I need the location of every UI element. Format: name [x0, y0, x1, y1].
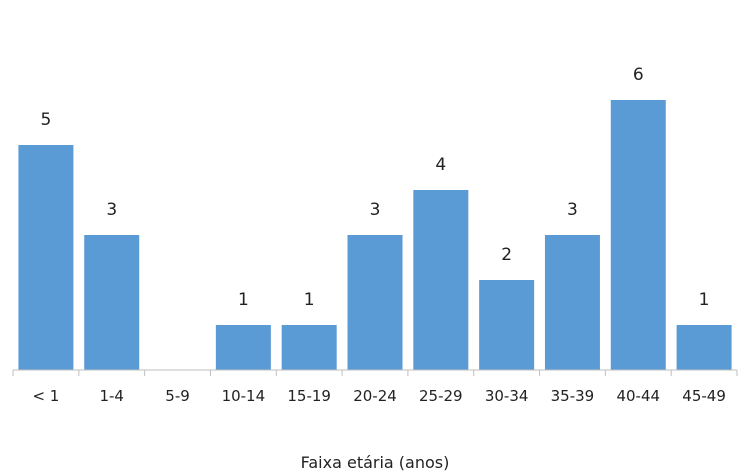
x-tick-label-2: 5-9: [165, 387, 190, 405]
data-label-4: 1: [304, 290, 315, 310]
bar-5: [347, 235, 403, 370]
data-label-3: 1: [238, 290, 249, 310]
bar-4: [281, 325, 337, 370]
bar-7: [479, 280, 535, 370]
data-label-0: 5: [40, 110, 51, 130]
data-labels-group: 5 3 1 1 3 4 2 3 6 1: [40, 65, 709, 310]
data-label-10: 1: [699, 290, 710, 310]
x-axis-ticks: [12, 370, 738, 376]
x-tick-label-3: 10-14: [222, 387, 266, 405]
data-label-7: 2: [501, 245, 512, 265]
data-label-9: 6: [633, 65, 644, 85]
data-label-6: 4: [435, 155, 446, 175]
x-tick-label-9: 40-44: [616, 387, 660, 405]
bar-6: [413, 190, 469, 370]
bars-group: [18, 100, 732, 370]
x-axis-tick-labels: < 1 1-4 5-9 10-14 15-19 20-24 25-29 30-34 35-39 4…: [32, 387, 725, 405]
bar-8: [544, 235, 600, 370]
data-label-8: 3: [567, 200, 578, 220]
bar-3: [215, 325, 271, 370]
x-tick-label-7: 30-34: [485, 387, 529, 405]
data-label-5: 3: [370, 200, 381, 220]
x-tick-label-1: 1-4: [99, 387, 124, 405]
x-tick-label-0: < 1: [32, 387, 59, 405]
bar-9: [610, 100, 666, 370]
x-axis-title: Faixa etária (anos): [301, 453, 450, 472]
data-label-1: 3: [106, 200, 117, 220]
bar-1: [84, 235, 140, 370]
x-tick-label-5: 20-24: [353, 387, 397, 405]
x-tick-label-6: 25-29: [419, 387, 463, 405]
bar-10: [676, 325, 732, 370]
x-tick-label-4: 15-19: [287, 387, 331, 405]
x-tick-label-10: 45-49: [682, 387, 726, 405]
bar-0: [18, 145, 74, 370]
x-tick-label-8: 35-39: [551, 387, 595, 405]
